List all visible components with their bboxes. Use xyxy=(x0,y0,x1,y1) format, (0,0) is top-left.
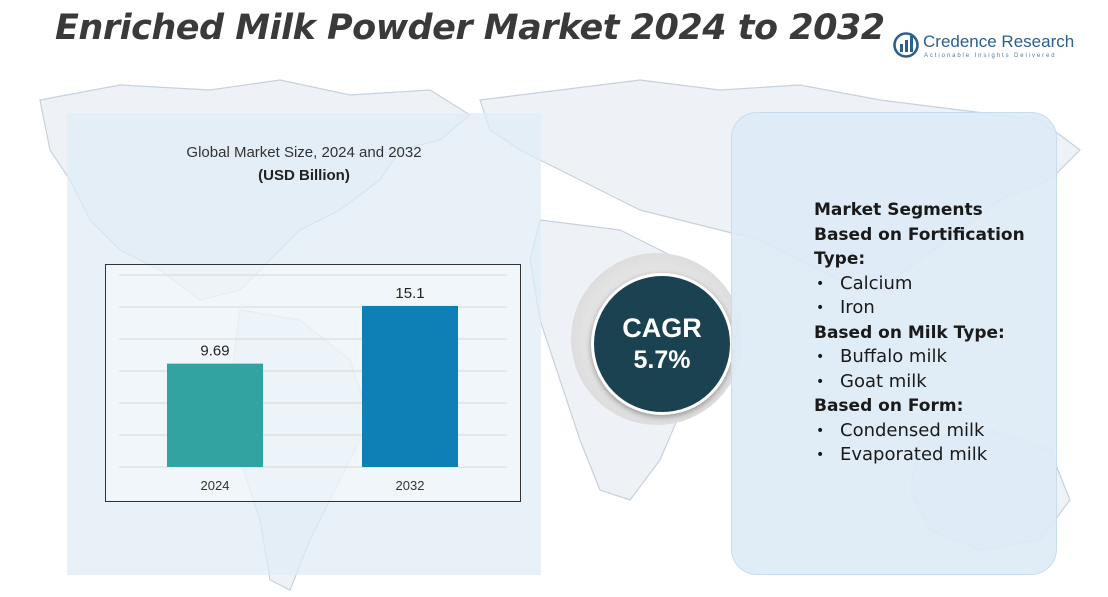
segment-group-title: Based on Form: xyxy=(814,396,964,416)
logo-name: Credence Research xyxy=(923,32,1075,51)
segment-item: Evaporated milk xyxy=(814,443,1049,468)
segment-item: Calcium xyxy=(814,272,1049,297)
bar-2032 xyxy=(362,305,458,467)
bar-2024 xyxy=(167,363,263,467)
cagr-value: 5.7% xyxy=(633,346,691,374)
x-tick-label-2032: 2032 xyxy=(396,478,425,493)
segment-item: Iron xyxy=(814,296,1049,321)
credence-research-logo: Credence Research Actionable Insights De… xyxy=(893,30,1083,64)
chart-title: Global Market Size, 2024 and 2032 xyxy=(186,144,422,161)
logo-tagline: Actionable Insights Delivered xyxy=(924,53,1057,59)
chart-panel xyxy=(67,113,541,575)
bar-chart: 9.69 2024 15.1 2032 xyxy=(105,264,521,502)
segments-heading: Market Segments xyxy=(814,200,983,220)
page-title: Enriched Milk Powder Market 2024 to 2032 xyxy=(55,8,885,48)
chart-bars: 9.69 2024 15.1 2032 xyxy=(167,285,458,493)
segment-item: Condensed milk xyxy=(814,419,1049,444)
market-segments: Market Segments Based on Fortification T… xyxy=(814,198,1049,468)
cagr-badge: CAGR 5.7% xyxy=(591,273,733,415)
segment-item: Goat milk xyxy=(814,370,1049,395)
segments-panel xyxy=(731,112,1057,575)
segment-group-title: Based on Milk Type: xyxy=(814,322,1005,343)
logo-mark-icon xyxy=(893,32,919,58)
segment-group-title: Based on Fortification Type: xyxy=(814,224,1025,270)
data-label-2024: 9.69 xyxy=(200,343,229,360)
data-label-2032: 15.1 xyxy=(395,285,424,302)
chart-unit: (USD Billion) xyxy=(258,167,350,184)
segment-item: Buffalo milk xyxy=(814,345,1049,370)
cagr-label: CAGR xyxy=(622,313,702,343)
x-tick-label-2024: 2024 xyxy=(201,478,230,493)
